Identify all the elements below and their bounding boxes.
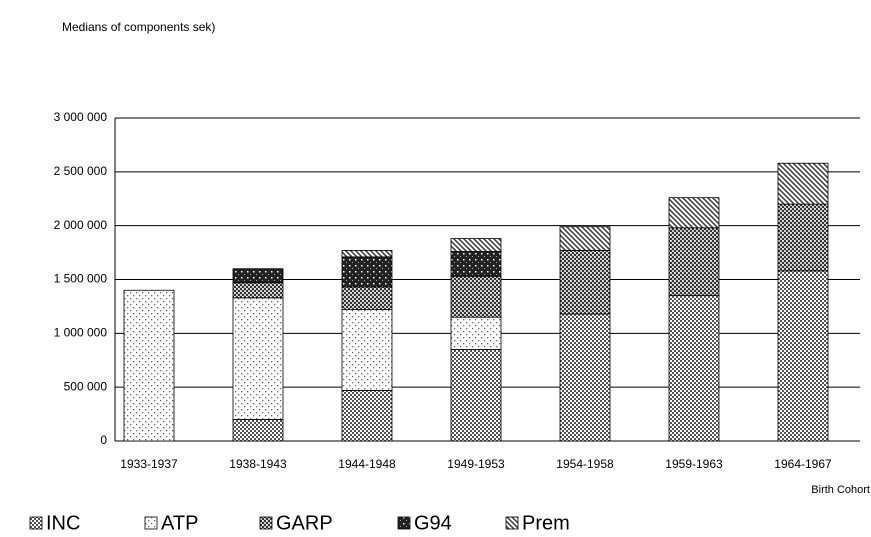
x-tick-label: 1933-1937 [120, 457, 178, 471]
legend-label: G94 [414, 512, 452, 534]
y-tick-label: 0 [100, 433, 107, 447]
bar-segment [777, 270, 829, 442]
y-tick-label: 1 000 000 [54, 326, 108, 340]
bar-segment [123, 289, 175, 442]
bar-segment [450, 275, 502, 318]
bar-segment [668, 197, 720, 229]
bar-segment [450, 238, 502, 252]
legend-label: GARP [276, 512, 333, 534]
x-tick-label: 1954-1958 [556, 457, 614, 471]
bar-segment [559, 313, 611, 442]
y-tick-label: 2 500 000 [54, 164, 108, 178]
bar-segment [341, 286, 393, 311]
bar-segment [232, 268, 284, 284]
legend-swatch [144, 516, 158, 530]
bar-segment [341, 309, 393, 391]
chart-title: Medians of components sek) [62, 20, 215, 34]
x-axis-label: Birth Cohort [811, 484, 870, 496]
bar-segment [559, 226, 611, 251]
bar-segment [777, 162, 829, 205]
bar-segment [450, 349, 502, 442]
bar-segment [341, 389, 393, 442]
x-tick-label: 1938-1943 [229, 457, 287, 471]
x-tick-label: 1949-1953 [447, 457, 505, 471]
legend-swatch [29, 516, 43, 530]
bar-segment [232, 282, 284, 299]
y-tick-label: 1 500 000 [54, 272, 108, 286]
bar-segment [341, 256, 393, 288]
x-tick-label: 1964-1967 [774, 457, 832, 471]
y-tick-label: 2 000 000 [54, 218, 108, 232]
legend-swatch [397, 516, 411, 530]
bar-segment [450, 251, 502, 277]
y-tick-label: 500 000 [64, 379, 108, 393]
legend-swatch [259, 516, 273, 530]
y-tick-label: 3 000 000 [54, 110, 108, 124]
bar-segment [450, 316, 502, 350]
bar-segment [232, 297, 284, 420]
legend-label: Prem [522, 512, 570, 534]
bar-segment [341, 250, 393, 258]
bar-segment [668, 227, 720, 297]
bar-segment [668, 295, 720, 442]
bar-segment [559, 250, 611, 315]
x-tick-label: 1959-1963 [665, 457, 723, 471]
legend-label: ATP [161, 512, 198, 534]
legend-label: INC [46, 512, 80, 534]
legend-swatch [505, 516, 519, 530]
bar-segment [232, 419, 284, 442]
x-tick-label: 1944-1948 [338, 457, 396, 471]
bar-segment [777, 203, 829, 272]
